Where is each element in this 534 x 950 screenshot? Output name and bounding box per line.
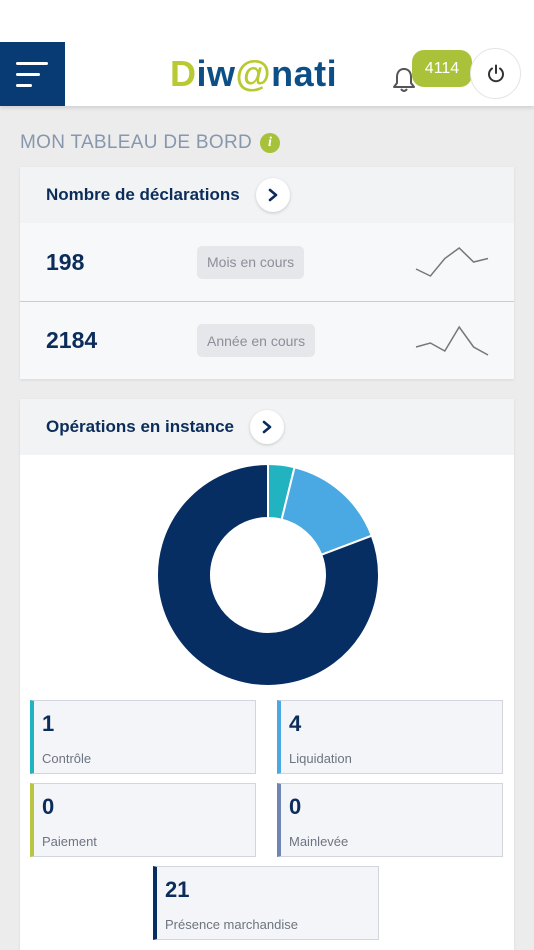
stat-label: Paiement (42, 834, 97, 849)
declarations-month-value: 198 (46, 248, 85, 275)
declarations-row-year: 2184 Année en cours (20, 301, 514, 379)
notification-badge[interactable]: 4114 (412, 50, 472, 87)
stat-label: Présence marchandise (165, 917, 298, 932)
operations-donut-chart (156, 463, 380, 687)
power-icon (487, 64, 504, 82)
operations-open-button[interactable] (250, 410, 284, 444)
declarations-row-month: 198 Mois en cours (20, 223, 514, 301)
donut-slice-presence[interactable] (156, 463, 380, 687)
chevron-right-icon (262, 420, 272, 434)
declarations-year-value: 2184 (46, 327, 98, 353)
page-title: MON TABLEAU DE BORD i (20, 132, 280, 154)
stat-label: Contrôle (42, 751, 92, 766)
bell-icon[interactable] (391, 66, 417, 94)
stat-controle[interactable]: 1 Contrôle (30, 700, 256, 774)
operations-header: Opérations en instance (20, 399, 514, 455)
stat-liquidation[interactable]: 4 Liquidation (277, 700, 503, 774)
info-icon-glyph: i (268, 135, 272, 150)
stat-value: 0 (289, 794, 302, 819)
declarations-title: Nombre de déclarations (46, 185, 240, 204)
stat-paiement[interactable]: 0 Paiement (30, 783, 256, 857)
menu-icon (16, 72, 40, 76)
menu-button[interactable] (0, 42, 65, 106)
declarations-header: Nombre de déclarations (20, 167, 514, 223)
menu-icon (16, 61, 48, 65)
menu-icon (16, 83, 32, 87)
sparkline-year (415, 325, 489, 356)
stat-presence-marchandise[interactable]: 21 Présence marchandise (153, 866, 379, 940)
sparkline-month (415, 247, 489, 277)
sparkline-line (415, 247, 489, 277)
notification-count: 4114 (424, 59, 460, 77)
logo-iw: iw (196, 53, 236, 94)
stat-value: 1 (42, 711, 55, 736)
top-bar: D iw @ nati 4114 (0, 0, 534, 106)
stat-value: 0 (42, 794, 55, 819)
info-icon[interactable]: i (259, 133, 280, 153)
operations-card: Opérations en instance 1 Contrôle 4 Liqu… (20, 399, 514, 950)
logo: D iw @ nati (170, 52, 337, 96)
sparkline-line (415, 325, 489, 356)
stat-mainlevee[interactable]: 0 Mainlevée (277, 783, 503, 857)
operations-title: Opérations en instance (46, 417, 234, 436)
logout-button[interactable] (470, 48, 521, 99)
stat-value: 4 (289, 711, 302, 736)
logo-d: D (170, 53, 197, 94)
declarations-open-button[interactable] (255, 178, 290, 212)
declarations-year-label: Année en cours (197, 324, 316, 357)
logo-at: @ (235, 53, 272, 94)
stat-label: Liquidation (289, 751, 352, 766)
declarations-month-label: Mois en cours (197, 245, 305, 279)
stat-label: Mainlevée (289, 834, 349, 849)
logo-nati: nati (271, 53, 338, 94)
page-title-text: MON TABLEAU DE BORD (20, 132, 252, 153)
stat-value: 21 (165, 877, 190, 902)
chevron-right-icon (268, 188, 277, 202)
declarations-card: Nombre de déclarations 198 Mois en cours… (20, 167, 514, 379)
